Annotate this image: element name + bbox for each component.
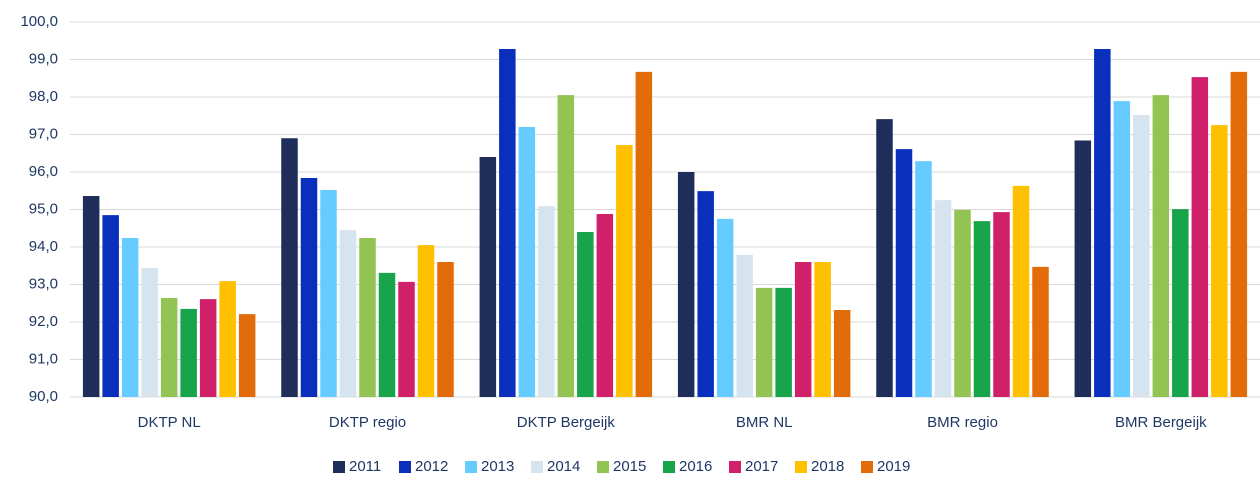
bar: [834, 310, 851, 397]
legend-label: 2017: [745, 458, 778, 475]
legend-swatch: [729, 461, 741, 473]
y-tick-label: 93,0: [29, 275, 58, 292]
bar: [636, 72, 653, 397]
bar: [219, 281, 236, 397]
bar: [102, 215, 119, 397]
bar: [480, 157, 497, 397]
bar: [697, 191, 714, 397]
bar: [398, 282, 415, 397]
bar: [180, 309, 197, 397]
y-tick-label: 92,0: [29, 313, 58, 330]
bar: [418, 245, 435, 397]
bar: [717, 219, 734, 397]
legend-label: 2011: [349, 458, 381, 475]
legend-label: 2015: [613, 458, 646, 475]
bar: [896, 149, 913, 397]
y-tick-label: 97,0: [29, 125, 58, 142]
bar: [340, 230, 357, 397]
bar: [616, 145, 633, 397]
y-tick-label: 91,0: [29, 350, 58, 367]
bar: [974, 221, 991, 397]
bar: [538, 206, 555, 397]
bar: [954, 210, 971, 397]
y-tick-label: 100,0: [20, 13, 58, 30]
x-tick-label: DKTP NL: [138, 414, 201, 431]
bar: [1231, 72, 1248, 397]
bar: [678, 172, 695, 397]
x-tick-label: DKTP regio: [329, 414, 406, 431]
bar: [83, 196, 100, 397]
y-tick-label: 94,0: [29, 238, 58, 255]
bar: [379, 273, 396, 397]
bar: [320, 190, 337, 397]
bar: [301, 178, 318, 397]
bar: [597, 214, 614, 397]
bar: [359, 238, 376, 397]
bar: [1013, 186, 1030, 397]
legend-swatch: [663, 461, 675, 473]
x-tick-label: BMR NL: [736, 414, 793, 431]
bar: [161, 298, 178, 397]
legend-swatch: [465, 461, 477, 473]
bar: [1094, 49, 1111, 397]
bar: [756, 288, 773, 397]
legend-swatch: [399, 461, 411, 473]
bar: [795, 262, 812, 397]
legend-label: 2012: [415, 458, 448, 475]
bar: [281, 138, 298, 397]
bar: [577, 232, 594, 397]
bar: [736, 255, 753, 397]
bar: [499, 49, 516, 397]
bar: [1211, 125, 1228, 397]
bar: [200, 299, 217, 397]
bar: [1153, 95, 1170, 397]
bar: [915, 161, 932, 397]
x-tick-label: BMR regio: [927, 414, 998, 431]
chart: 90,0 91,0 92,0 93,0 94,0 95,0 96,0 97,0 98,0 99,0…: [0, 0, 1260, 479]
bar: [437, 262, 454, 397]
legend-label: 2014: [547, 458, 580, 475]
legend-swatch: [333, 461, 345, 473]
bar: [1114, 101, 1131, 397]
y-tick-label: 95,0: [29, 200, 58, 217]
y-tick-label: 90,0: [29, 388, 58, 405]
legend-swatch: [597, 461, 609, 473]
bar: [935, 200, 952, 397]
x-tick-label: BMR Bergeijk: [1115, 414, 1207, 431]
bar: [1133, 115, 1150, 397]
bar: [1172, 209, 1189, 397]
y-tick-label: 98,0: [29, 88, 58, 105]
bar: [239, 314, 256, 397]
bar: [775, 288, 792, 397]
legend-label: 2013: [481, 458, 514, 475]
bar: [814, 262, 831, 397]
bar: [122, 238, 138, 397]
bar: [558, 95, 575, 397]
legend-label: 2019: [877, 458, 910, 475]
legend-label: 2018: [811, 458, 844, 475]
legend-label: 2016: [679, 458, 712, 475]
bar: [141, 268, 158, 397]
bar: [876, 119, 893, 397]
legend-swatch: [861, 461, 873, 473]
bar: [1192, 77, 1209, 397]
y-tick-label: 99,0: [29, 50, 58, 67]
y-tick-label: 96,0: [29, 163, 58, 180]
legend-swatch: [795, 461, 807, 473]
bar: [1032, 267, 1049, 397]
legend-swatch: [531, 461, 543, 473]
bar: [1075, 141, 1092, 398]
bar: [993, 212, 1010, 397]
x-tick-label: DKTP Bergeijk: [517, 414, 616, 431]
bar: [519, 127, 536, 397]
